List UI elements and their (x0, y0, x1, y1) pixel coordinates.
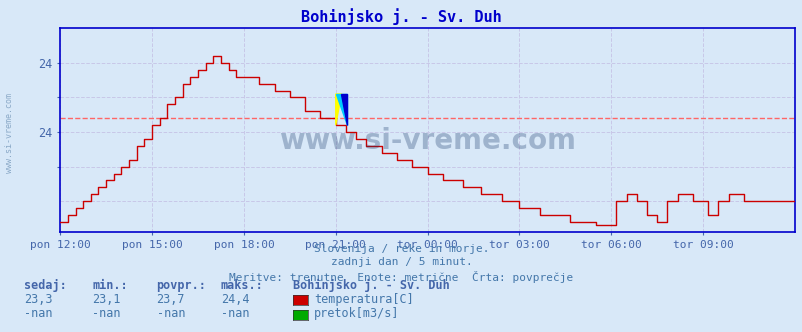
Text: min.:: min.: (92, 279, 128, 292)
Text: Bohinjsko j. - Sv. Duh: Bohinjsko j. - Sv. Duh (301, 8, 501, 25)
Text: -nan: -nan (221, 307, 249, 320)
Text: 23,1: 23,1 (92, 293, 120, 306)
Text: zadnji dan / 5 minut.: zadnji dan / 5 minut. (330, 257, 472, 267)
Text: -nan: -nan (92, 307, 120, 320)
Text: -nan: -nan (156, 307, 184, 320)
Polygon shape (341, 94, 346, 125)
Text: www.si-vreme.com: www.si-vreme.com (5, 93, 14, 173)
Polygon shape (335, 94, 346, 125)
Text: 24,4: 24,4 (221, 293, 249, 306)
Text: 23,3: 23,3 (24, 293, 52, 306)
Text: pretok[m3/s]: pretok[m3/s] (314, 307, 399, 320)
Text: www.si-vreme.com: www.si-vreme.com (279, 126, 575, 154)
Text: Slovenija / reke in morje.: Slovenija / reke in morje. (314, 244, 488, 254)
Text: sedaj:: sedaj: (24, 279, 67, 292)
Text: Bohinjsko j. - Sv. Duh: Bohinjsko j. - Sv. Duh (293, 279, 449, 292)
Text: -nan: -nan (24, 307, 52, 320)
Text: temperatura[C]: temperatura[C] (314, 293, 413, 306)
Text: 23,7: 23,7 (156, 293, 184, 306)
Text: povpr.:: povpr.: (156, 279, 206, 292)
Text: Meritve: trenutne  Enote: metrične  Črta: povprečje: Meritve: trenutne Enote: metrične Črta: … (229, 271, 573, 283)
Polygon shape (335, 94, 341, 125)
Text: maks.:: maks.: (221, 279, 263, 292)
